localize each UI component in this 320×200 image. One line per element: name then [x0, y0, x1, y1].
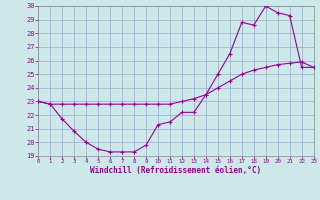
X-axis label: Windchill (Refroidissement éolien,°C): Windchill (Refroidissement éolien,°C) — [91, 166, 261, 175]
